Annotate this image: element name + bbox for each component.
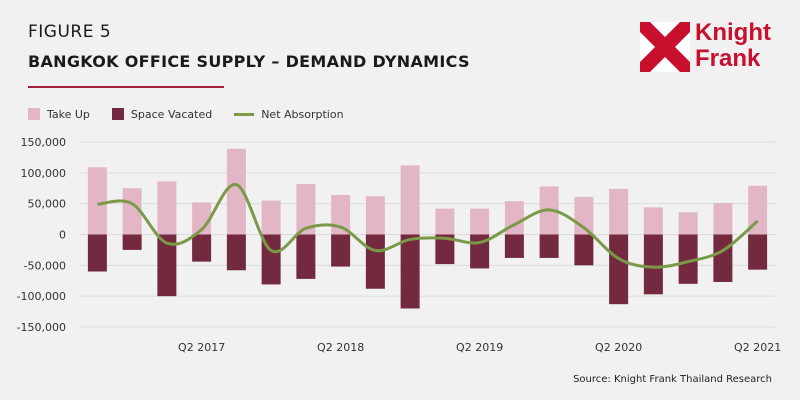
- bar-take-up: [296, 183, 316, 235]
- bar-space-vacated: [435, 234, 455, 265]
- bar-take-up: [435, 208, 455, 235]
- x-tick-label: Q2 2019: [456, 341, 503, 354]
- bar-take-up: [748, 185, 768, 235]
- bar-space-vacated: [226, 234, 246, 271]
- bar-space-vacated: [296, 234, 316, 279]
- bar-take-up: [470, 208, 490, 235]
- legend-swatch-take-up: [28, 108, 40, 120]
- x-tick-label: Q2 2017: [178, 341, 225, 354]
- bar-take-up: [609, 188, 629, 235]
- bar-space-vacated: [122, 234, 142, 250]
- legend-label-net-absorption: Net Absorption: [261, 107, 344, 121]
- bar-space-vacated: [539, 234, 559, 258]
- legend-item-take-up: Take Up: [28, 108, 90, 121]
- y-tick-label: 0: [59, 229, 66, 242]
- y-tick-label: -50,000: [24, 259, 66, 272]
- bar-take-up: [678, 212, 698, 235]
- line-net-absorption: [97, 183, 759, 269]
- bar-take-up: [643, 207, 663, 235]
- bar-space-vacated: [192, 234, 212, 262]
- bar-space-vacated: [748, 234, 768, 270]
- legend-label-space-vacated: Space Vacated: [130, 107, 213, 121]
- grid-layer: [80, 141, 775, 328]
- y-tick-label: 100,000: [21, 167, 67, 180]
- bar-space-vacated: [504, 234, 524, 258]
- source-note: Source: Knight Frank Thailand Research: [573, 374, 772, 385]
- knight-frank-logo: Knight Frank: [640, 19, 780, 76]
- y-tick-label: 150,000: [21, 136, 67, 149]
- x-tick-label: Q2 2021: [734, 341, 781, 354]
- bar-space-vacated: [609, 234, 629, 305]
- bar-space-vacated: [574, 234, 594, 266]
- bar-space-vacated: [713, 234, 733, 282]
- x-tick-label: Q2 2020: [595, 341, 642, 354]
- x-tick-label: Q2 2018: [317, 341, 364, 354]
- bar-take-up: [122, 188, 142, 235]
- x-tick-labels: Q2 2017 Q2 2018 Q2 2019 Q2 2020 Q2 2021: [178, 341, 781, 354]
- figure-label: FIGURE 5: [28, 22, 112, 42]
- y-tick-label: -100,000: [17, 290, 66, 303]
- logo-text-knight: Knight: [695, 19, 771, 46]
- bar-take-up: [713, 203, 733, 235]
- legend-item-space-vacated: Space Vacated: [111, 107, 213, 121]
- bar-space-vacated: [400, 234, 420, 309]
- bar-take-up: [192, 202, 212, 235]
- bar-take-up: [226, 148, 246, 235]
- title-underline: [28, 86, 224, 88]
- legend-swatch-net-absorption: [234, 112, 255, 116]
- chart-title: BANGKOK OFFICE SUPPLY – DEMAND DYNAMICS: [28, 52, 470, 71]
- y-tick-labels: -150,000 -100,000 -50,000 0 50,000 100,000 150…: [17, 136, 66, 334]
- bar-take-up: [365, 196, 385, 235]
- legend-item-net-absorption: Net Absorption: [234, 107, 344, 121]
- knight-frank-logo-mark-icon: [640, 22, 690, 72]
- line-layer: [97, 183, 759, 269]
- bar-space-vacated: [678, 234, 698, 284]
- bar-take-up: [400, 165, 420, 235]
- y-tick-label: 50,000: [28, 198, 67, 211]
- bar-space-vacated: [157, 234, 177, 297]
- bar-space-vacated: [365, 234, 385, 289]
- bar-space-vacated: [643, 234, 663, 295]
- legend-swatch-space-vacated: [111, 108, 124, 120]
- bar-take-up: [87, 167, 107, 235]
- bar-space-vacated: [331, 234, 351, 267]
- logo-text-frank: Frank: [695, 45, 761, 72]
- legend-label-take-up: Take Up: [47, 107, 90, 121]
- bar-space-vacated: [87, 234, 107, 272]
- y-tick-label: -150,000: [17, 321, 66, 334]
- bar-take-up: [261, 200, 281, 235]
- chart-legend: Take Up Space Vacated Net Absorption: [28, 106, 366, 122]
- bar-take-up: [157, 181, 177, 235]
